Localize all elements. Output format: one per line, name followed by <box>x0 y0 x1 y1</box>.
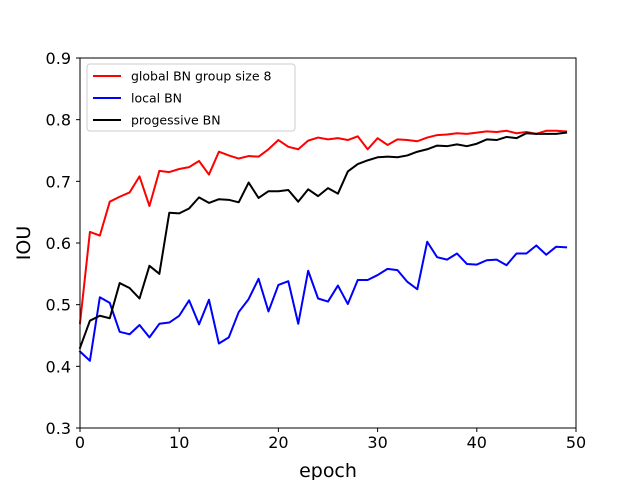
x-tick-label: 50 <box>566 433 586 452</box>
x-tick-label: 20 <box>268 433 288 452</box>
x-tick-label: 30 <box>367 433 387 452</box>
y-tick-label: 0.6 <box>46 234 71 253</box>
y-tick-label: 0.8 <box>46 111 71 130</box>
legend-label-3: progessive BN <box>131 113 221 128</box>
y-axis-label: IOU <box>13 226 35 260</box>
series-line-1 <box>78 129 568 325</box>
legend-box <box>86 63 296 132</box>
legend-label-2: local BN <box>131 91 182 106</box>
y-tick-label: 0.3 <box>46 419 71 438</box>
y-axis-ticks: 0.3 0.4 0.5 0.6 0.7 0.8 0.9 <box>46 49 80 438</box>
y-tick-label: 0.4 <box>46 357 71 376</box>
legend-label-1: global BN group size 8 <box>131 69 271 84</box>
x-tick-label: 10 <box>169 433 189 452</box>
x-axis-ticks: 0 10 20 30 40 50 <box>75 428 586 452</box>
legend: global BN group size 8 local BN progessive… <box>86 63 296 132</box>
y-tick-label: 0.7 <box>46 172 71 191</box>
y-tick-label: 0.5 <box>46 296 71 315</box>
y-tick-label: 0.9 <box>46 49 71 68</box>
series-lines <box>78 129 568 362</box>
x-axis-label: epoch <box>299 460 357 480</box>
series-line-3 <box>78 131 568 350</box>
series-line-2 <box>78 240 568 362</box>
x-tick-label: 0 <box>75 433 85 452</box>
x-tick-label: 40 <box>467 433 487 452</box>
